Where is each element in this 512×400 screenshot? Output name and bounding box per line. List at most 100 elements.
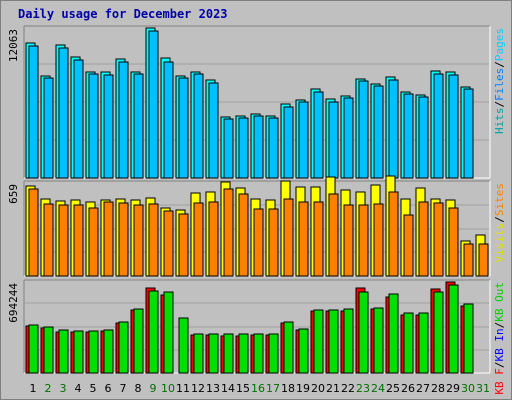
bar-sites — [268, 208, 279, 277]
day-label: 6 — [105, 382, 112, 395]
day-label: 12 — [191, 382, 205, 395]
bar-files — [388, 79, 399, 179]
bar-sites — [478, 243, 489, 277]
bar-files — [43, 77, 54, 179]
bar-sites — [253, 208, 264, 277]
bar-kb-out — [403, 312, 414, 374]
day-label: 28 — [431, 382, 445, 395]
bar-sites — [298, 201, 309, 277]
bar-files — [118, 61, 129, 179]
bar-sites — [73, 204, 84, 277]
bar-kb-out — [418, 312, 429, 374]
bar-kb-out — [223, 333, 234, 374]
bar-kb-out — [358, 291, 369, 374]
day-label: 17 — [266, 382, 280, 395]
day-label: 2 — [45, 382, 52, 395]
day-label: 3 — [60, 382, 67, 395]
bar-kb-out — [73, 330, 84, 374]
bar-files — [403, 93, 414, 179]
legend-entry: / — [493, 216, 506, 223]
bar-sites — [328, 193, 339, 277]
legend-hits-files: Hits/Files/Pages — [493, 28, 506, 134]
bar-kb-out — [268, 333, 279, 374]
bar-kb-out — [193, 333, 204, 374]
bar-kb-out — [238, 333, 249, 374]
day-label: 25 — [386, 382, 400, 395]
day-label: 30 — [461, 382, 475, 395]
bar-files — [208, 82, 219, 179]
legend-entry: Files — [493, 68, 506, 101]
bar-sites — [208, 201, 219, 277]
bar-files — [238, 117, 249, 179]
day-label: 5 — [90, 382, 97, 395]
day-label: 26 — [401, 382, 415, 395]
bar-sites — [313, 201, 324, 277]
day-label: 4 — [75, 382, 82, 395]
day-label: 21 — [326, 382, 340, 395]
bar-kb-out — [448, 284, 459, 374]
bar-kb-out — [328, 309, 339, 374]
legend-entry: KB F — [493, 368, 506, 395]
bar-files — [373, 85, 384, 179]
bar-kb-out — [148, 290, 159, 374]
legend-kbytes: KB F/KB In/KB Out — [493, 282, 506, 395]
bar-sites — [238, 193, 249, 277]
legend-entry: Pages — [493, 28, 506, 61]
legend-entry: / — [493, 322, 506, 329]
y-max-label: 659 — [7, 184, 20, 204]
bar-sites — [448, 207, 459, 277]
bar-kb-out — [388, 293, 399, 374]
bar-kb-out — [373, 307, 384, 374]
bar-files — [28, 45, 39, 179]
bar-kb-out — [28, 324, 39, 374]
bar-sites — [343, 204, 354, 277]
day-label: 7 — [120, 382, 127, 395]
day-label: 8 — [135, 382, 142, 395]
legend-entry: / — [493, 362, 506, 369]
bar-sites — [58, 204, 69, 277]
bar-files — [163, 61, 174, 179]
day-label: 27 — [416, 382, 430, 395]
bar-files — [253, 115, 264, 179]
bar-sites — [133, 204, 144, 277]
day-label: 10 — [161, 382, 175, 395]
bar-files — [133, 73, 144, 179]
bar-files — [283, 106, 294, 179]
bar-sites — [148, 203, 159, 277]
day-label: 24 — [371, 382, 385, 395]
bar-kb-out — [103, 329, 114, 374]
day-label: 22 — [341, 382, 355, 395]
bar-files — [223, 118, 234, 179]
bar-sites — [418, 201, 429, 277]
day-label: 31 — [476, 382, 490, 395]
bar-sites — [193, 202, 204, 277]
bar-sites — [463, 243, 474, 277]
day-label: 15 — [236, 382, 250, 395]
day-label: 11 — [176, 382, 190, 395]
bar-files — [193, 73, 204, 179]
y-max-label: 694244 — [7, 283, 20, 323]
bar-files — [463, 88, 474, 179]
bar-sites — [88, 207, 99, 277]
bar-sites — [103, 201, 114, 277]
bar-kb-out — [58, 329, 69, 374]
bar-kb-out — [88, 330, 99, 374]
bar-files — [178, 77, 189, 179]
day-label: 9 — [150, 382, 157, 395]
bar-files — [103, 74, 114, 179]
bar-kb-out — [433, 291, 444, 374]
day-label: 19 — [296, 382, 310, 395]
legend-visits-sites: Visits/Sites — [493, 183, 506, 263]
legend-entry: KB Out — [493, 282, 506, 322]
day-label: 18 — [281, 382, 295, 395]
legend-entry: KB In — [493, 328, 506, 361]
bar-sites — [43, 203, 54, 277]
bar-kb-out — [118, 321, 129, 374]
bar-files — [148, 30, 159, 179]
bar-files — [88, 73, 99, 179]
bar-kb-out — [463, 303, 474, 374]
day-label: 29 — [446, 382, 460, 395]
bar-files — [298, 101, 309, 179]
legend-entry: / — [493, 101, 506, 108]
bar-files — [328, 101, 339, 179]
